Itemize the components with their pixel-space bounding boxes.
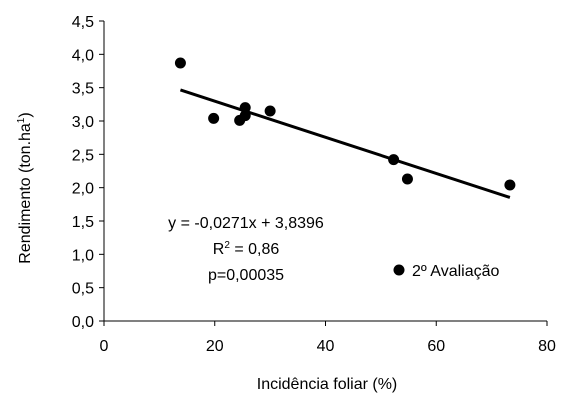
data-point [401, 173, 413, 185]
y-tick-label: 1,0 [72, 247, 94, 264]
data-point [504, 179, 516, 191]
legend-marker [393, 264, 405, 276]
data-point [264, 105, 276, 117]
y-axis-label-main: Rendimento (ton.ha [17, 123, 34, 264]
y-axis-label-tail: ) [17, 112, 34, 117]
x-tick-label: 0 [100, 338, 109, 355]
r-squared: R2 = 0,86 [213, 240, 280, 258]
x-tick-label: 40 [317, 338, 335, 355]
p-value: p=0,00035 [208, 267, 284, 284]
legend-label: 2º Avaliação [412, 263, 499, 280]
data-point [239, 102, 251, 114]
x-tick-label: 80 [538, 338, 556, 355]
x-tick-label: 20 [206, 338, 224, 355]
y-tick-label: 0,0 [72, 314, 94, 331]
y-tick-label: 4,5 [72, 14, 94, 31]
data-point [388, 154, 400, 166]
data-point [174, 57, 186, 69]
y-axis-label: Rendimento (ton.ha1) [16, 112, 34, 263]
y-tick-label: 3,5 [72, 81, 94, 98]
y-tick-label: 2,0 [72, 181, 94, 198]
y-axis-label-superscript: 1 [16, 117, 27, 123]
x-axis-ticks: 0 20 40 60 80 [100, 321, 556, 355]
y-tick-label: 4,0 [72, 47, 94, 64]
r-squared-main: R [213, 241, 225, 258]
y-tick-label: 3,0 [72, 114, 94, 131]
data-point [239, 110, 251, 122]
x-axis-label: Incidência foliar (%) [257, 376, 398, 393]
data-points [174, 57, 516, 191]
y-axis-ticks: 0,0 0,5 1,0 1,5 2,0 2,5 3,0 3,5 4,0 4,5 [72, 14, 104, 331]
trendline [179, 88, 511, 199]
y-tick-label: 1,5 [72, 214, 94, 231]
r-squared-superscript: 2 [224, 240, 230, 251]
legend: 2º Avaliação [393, 263, 499, 280]
data-point [208, 112, 220, 124]
regression-equation: y = -0,0271x + 3,8396 [168, 215, 324, 232]
r-squared-value: = 0,86 [230, 241, 279, 258]
x-tick-label: 60 [427, 338, 445, 355]
y-tick-label: 0,5 [72, 281, 94, 298]
y-tick-label: 2,5 [72, 147, 94, 164]
